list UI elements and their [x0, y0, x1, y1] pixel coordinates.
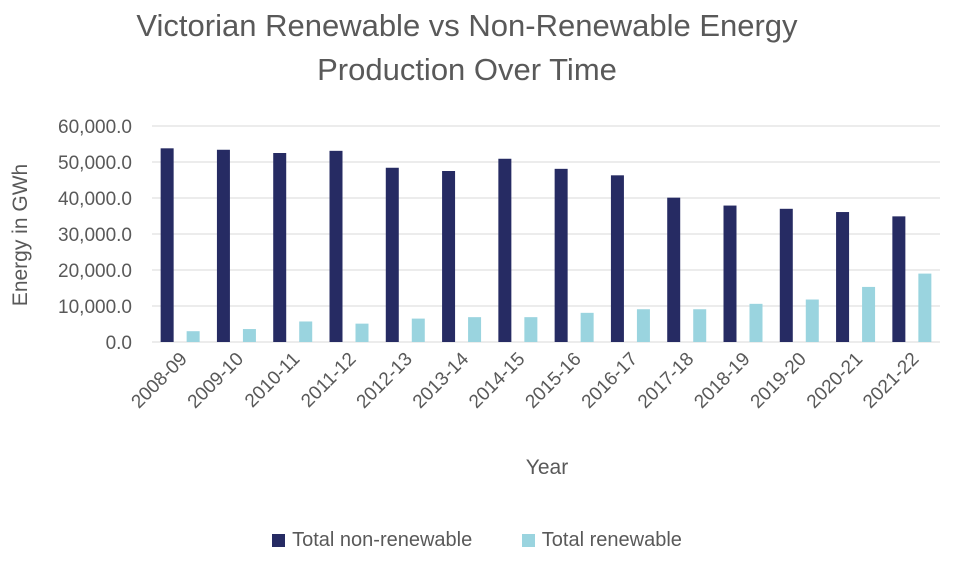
legend-item-renewable: Total renewable — [521, 529, 682, 552]
x-tick-label: 2010-11 — [241, 349, 304, 412]
x-tick-label: 2021-22 — [859, 349, 923, 413]
x-tick-label: 2015-16 — [522, 349, 586, 413]
y-axis-title: Energy in GWh — [9, 164, 32, 306]
bar-non-renewable — [385, 167, 399, 342]
bar-renewable — [242, 329, 256, 342]
bar-renewable — [749, 303, 763, 342]
y-axis-ticks: 0.0 10,000.0 20,000.0 30,000.0 40,000.0 50,00… — [58, 117, 132, 354]
chart-title: Victorian Renewable vs Non-Renewable Ene… — [0, 0, 934, 92]
x-tick-label: 2008-09 — [128, 349, 192, 413]
y-tick-label: 0.0 — [106, 333, 132, 354]
bar-renewable — [918, 273, 932, 342]
y-tick-label: 20,000.0 — [58, 261, 132, 282]
bar-non-renewable — [273, 153, 287, 342]
legend-swatch-non-renewable — [272, 534, 286, 547]
y-tick-label: 30,000.0 — [58, 225, 132, 246]
bar-non-renewable — [892, 216, 906, 342]
bar-renewable — [468, 317, 482, 342]
y-tick-label: 50,000.0 — [58, 153, 132, 174]
x-tick-label: 2020-21 — [803, 349, 867, 413]
x-tick-label: 2009-10 — [184, 349, 248, 413]
bar-non-renewable — [667, 197, 681, 342]
bar-non-renewable — [329, 150, 343, 342]
bar-renewable — [636, 309, 650, 342]
chart-title-line-1: Victorian Renewable vs Non-Renewable Ene… — [136, 8, 798, 43]
x-tick-label: 2013-14 — [409, 348, 473, 412]
x-tick-label: 2014-15 — [465, 349, 529, 413]
bar-renewable — [580, 312, 594, 342]
bar-non-renewable — [779, 208, 793, 342]
legend-label-renewable: Total renewable — [541, 529, 682, 551]
chart-title-line-2: Production Over Time — [317, 52, 617, 87]
x-tick-label: 2017-18 — [634, 349, 698, 413]
bar-renewable — [862, 286, 876, 342]
bar-non-renewable — [498, 158, 512, 342]
x-tick-label: 2019-20 — [747, 349, 811, 413]
legend-item-non-renewable: Total non-renewable — [272, 529, 472, 552]
bar-non-renewable — [836, 212, 850, 342]
bar-non-renewable — [610, 175, 624, 342]
bar-non-renewable — [216, 149, 230, 342]
x-axis-ticks: 2008-092009-102010-112011-122012-132013-… — [128, 348, 924, 412]
bar-renewable — [186, 331, 200, 342]
legend: Total non-renewable Total renewable — [0, 529, 954, 553]
bar-renewable — [411, 318, 425, 342]
x-tick-label: 2018-19 — [690, 349, 754, 413]
bar-renewable — [693, 309, 707, 342]
bar-non-renewable — [554, 168, 568, 342]
bar-chart: 0.0 10,000.0 20,000.0 30,000.0 40,000.0 50,00… — [9, 117, 940, 479]
bar-renewable — [524, 317, 538, 342]
bar-renewable — [805, 299, 819, 342]
x-tick-label: 2016-17 — [578, 349, 642, 413]
x-tick-label: 2012-13 — [353, 349, 417, 413]
gridlines — [152, 125, 940, 343]
legend-label-non-renewable: Total non-renewable — [292, 529, 473, 551]
bar-non-renewable — [442, 171, 456, 342]
bars — [160, 148, 932, 342]
y-tick-label: 40,000.0 — [58, 189, 132, 210]
y-tick-label: 10,000.0 — [58, 297, 132, 318]
legend-swatch-renewable — [521, 534, 535, 547]
bar-renewable — [299, 321, 313, 342]
x-tick-label: 2011-12 — [297, 349, 360, 412]
y-tick-label: 60,000.0 — [58, 117, 132, 138]
x-axis-title: Year — [526, 456, 568, 479]
bar-renewable — [355, 323, 369, 342]
bar-non-renewable — [160, 148, 174, 342]
bar-non-renewable — [723, 205, 737, 342]
